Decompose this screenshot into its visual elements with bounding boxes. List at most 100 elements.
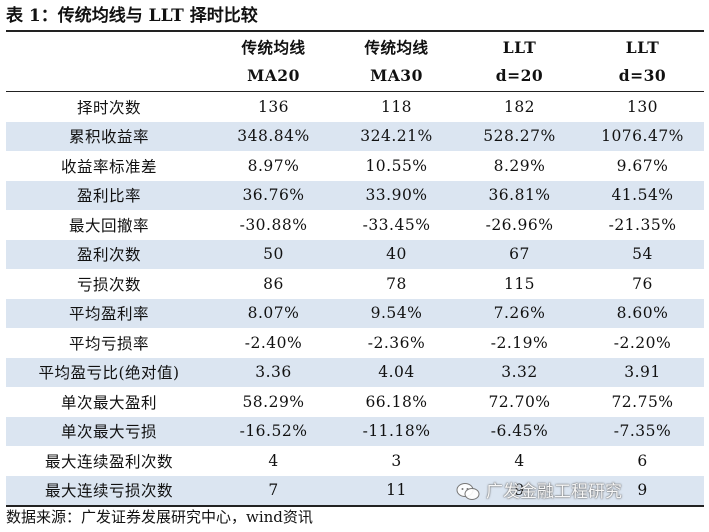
table-row: 盈利次数 50 40 67 54 xyxy=(6,239,704,269)
value-cell: -2.40% xyxy=(244,333,303,352)
comparison-table: 传统均线 MA20 传统均线 MA30 LLT d=20 LLT d=30 择时… xyxy=(6,30,704,507)
row-label-cell: 单次最大亏损 xyxy=(60,423,157,442)
table-row: 平均亏损率 -2.40% -2.36% -2.19% -2.20% xyxy=(6,328,704,358)
row-label-cell: 择时次数 xyxy=(76,98,141,117)
header-cell-corner xyxy=(6,36,212,88)
value-cell: -26.96% xyxy=(485,215,554,234)
header-line2: MA20 xyxy=(247,65,300,85)
value-cell: 324.21% xyxy=(360,127,433,146)
value-cell: 72.70% xyxy=(488,392,551,411)
wechat-icon xyxy=(456,483,480,500)
value-cell: 41.54% xyxy=(611,186,674,205)
value-cell: 78 xyxy=(386,274,407,293)
value-cell: 3.36 xyxy=(255,363,292,382)
value-cell: -2.20% xyxy=(613,333,672,352)
watermark: 广发金融工程研究 xyxy=(456,478,622,506)
value-cell: 528.27% xyxy=(483,127,556,146)
value-cell: 8.29% xyxy=(493,156,546,175)
value-cell: 72.75% xyxy=(611,392,674,411)
value-cell: 115 xyxy=(503,274,536,293)
value-cell: 11 xyxy=(386,481,407,500)
value-cell: 9 xyxy=(637,481,648,500)
table-row: 单次最大亏损 -16.52% -11.18% -6.45% -7.35% xyxy=(6,416,704,446)
value-cell: 66.18% xyxy=(365,392,428,411)
row-label-cell: 收益率标准差 xyxy=(60,157,157,176)
table-row: 最大回撤率 -30.88% -33.45% -26.96% -21.35% xyxy=(6,210,704,240)
value-cell: -2.36% xyxy=(367,333,426,352)
value-cell: 7 xyxy=(268,481,279,500)
value-cell: 67 xyxy=(509,245,530,264)
data-source-note: 数据来源：广发证券发展研究中心，wind资讯 xyxy=(6,508,313,526)
table-row: 择时次数 136 118 182 130 xyxy=(6,92,704,122)
value-cell: 3.32 xyxy=(501,363,538,382)
value-cell: 40 xyxy=(386,245,407,264)
value-cell: 130 xyxy=(626,97,659,116)
row-label-cell: 盈利次数 xyxy=(76,246,141,265)
value-cell: -21.35% xyxy=(608,215,677,234)
header-line1: 传统均线 xyxy=(241,37,306,57)
table-row: 单次最大盈利 58.29% 66.18% 72.70% 72.75% xyxy=(6,387,704,417)
row-label-cell: 平均盈亏比(绝对值) xyxy=(38,364,180,383)
watermark-text: 广发金融工程研究 xyxy=(486,482,622,502)
row-label-cell: 单次最大盈利 xyxy=(60,393,157,412)
value-cell: 4 xyxy=(514,451,525,470)
value-cell: 86 xyxy=(263,274,284,293)
table-row: 累积收益率 348.84% 324.21% 528.27% 1076.47% xyxy=(6,121,704,151)
table-row: 盈利比率 36.76% 33.90% 36.81% 41.54% xyxy=(6,180,704,210)
value-cell: 76 xyxy=(632,274,653,293)
value-cell: -16.52% xyxy=(239,422,308,441)
value-cell: -11.18% xyxy=(362,422,431,441)
value-cell: 1076.47% xyxy=(601,127,684,146)
row-label-cell: 平均亏损率 xyxy=(68,334,149,353)
table-row: 最大连续亏损次数 7 11 9 9 xyxy=(6,475,704,507)
header-line1: LLT xyxy=(502,37,537,57)
row-label-cell: 累积收益率 xyxy=(68,128,149,147)
value-cell: 3.91 xyxy=(624,363,661,382)
value-cell: 9 xyxy=(514,481,525,500)
row-label-cell: 最大连续亏损次数 xyxy=(44,482,173,501)
header-line1: LLT xyxy=(625,37,660,57)
table-title: 表 1：传统均线与 LLT 择时比较 xyxy=(6,6,258,26)
value-cell: -33.45% xyxy=(362,215,431,234)
value-cell: 118 xyxy=(380,97,413,116)
value-cell: 10.55% xyxy=(365,156,428,175)
value-cell: -30.88% xyxy=(239,215,308,234)
value-cell: 58.29% xyxy=(242,392,305,411)
value-cell: 4.04 xyxy=(378,363,415,382)
table-row: 亏损次数 86 78 115 76 xyxy=(6,269,704,299)
value-cell: 8.97% xyxy=(247,156,300,175)
table-row: 收益率标准差 8.97% 10.55% 8.29% 9.67% xyxy=(6,151,704,181)
value-cell: 6 xyxy=(637,451,648,470)
value-cell: 4 xyxy=(268,451,279,470)
row-label-cell: 平均盈利率 xyxy=(68,305,149,324)
value-cell: 36.81% xyxy=(488,186,551,205)
header-cell-ma20: 传统均线 MA20 xyxy=(212,36,335,88)
row-label-cell: 最大回撤率 xyxy=(68,216,149,235)
table-row: 平均盈利率 8.07% 9.54% 7.26% 8.60% xyxy=(6,298,704,328)
value-cell: 54 xyxy=(632,245,653,264)
table-row: 平均盈亏比(绝对值) 3.36 4.04 3.32 3.91 xyxy=(6,357,704,387)
header-line2: d=30 xyxy=(618,65,667,85)
header-cell-ma30: 传统均线 MA30 xyxy=(335,36,458,88)
value-cell: 182 xyxy=(503,97,536,116)
value-cell: -2.19% xyxy=(490,333,549,352)
value-cell: 50 xyxy=(263,245,284,264)
value-cell: 9.54% xyxy=(370,304,423,323)
row-label-cell: 亏损次数 xyxy=(76,275,141,294)
value-cell: 8.60% xyxy=(616,304,669,323)
row-label-cell: 盈利比率 xyxy=(76,187,141,206)
table-body: 择时次数 136 118 182 130 累积收益率 348.84% 324.21% 528.2… xyxy=(6,92,704,507)
value-cell: 348.84% xyxy=(237,127,310,146)
header-line2: MA30 xyxy=(370,65,423,85)
value-cell: -6.45% xyxy=(490,422,549,441)
value-cell: 33.90% xyxy=(365,186,428,205)
value-cell: 136 xyxy=(257,97,290,116)
value-cell: 8.07% xyxy=(247,304,300,323)
row-label-cell: 最大连续盈利次数 xyxy=(44,452,173,471)
value-cell: -7.35% xyxy=(613,422,672,441)
value-cell: 3 xyxy=(391,451,402,470)
table-row: 最大连续盈利次数 4 3 4 6 xyxy=(6,446,704,476)
header-cell-llt-d20: LLT d=20 xyxy=(458,36,581,88)
value-cell: 36.76% xyxy=(242,186,305,205)
table-header-row: 传统均线 MA20 传统均线 MA30 LLT d=20 LLT d=30 xyxy=(6,30,704,92)
